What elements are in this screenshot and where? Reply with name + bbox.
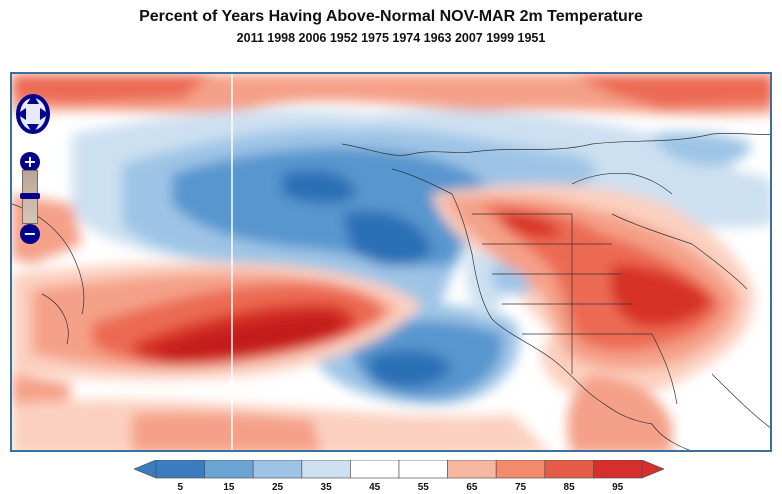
- zoom-slider-handle[interactable]: [20, 193, 40, 199]
- legend-swatch: [155, 459, 205, 479]
- coastlines: [12, 74, 770, 450]
- legend-tick-label: 85: [563, 482, 575, 493]
- shaded-field: [12, 74, 770, 450]
- zoom-track[interactable]: [20, 170, 40, 224]
- pan-control[interactable]: [16, 92, 50, 136]
- legend-swatch: [495, 459, 546, 479]
- legend-tick-label: 15: [223, 482, 235, 493]
- legend-swatch: [350, 459, 400, 479]
- legend-swatch: [447, 459, 497, 479]
- legend-right-arrow: [641, 459, 665, 479]
- legend-tick-label: 65: [466, 482, 478, 493]
- legend-swatch: [204, 459, 254, 479]
- legend-swatch: [252, 459, 303, 479]
- legend-left-arrow: [133, 459, 157, 479]
- legend-tick-label: 95: [612, 482, 624, 493]
- legend-tick-label: 45: [369, 482, 381, 493]
- legend-tick-label: 5: [177, 482, 184, 493]
- map-title: Percent of Years Having Above-Normal NOV…: [139, 8, 643, 25]
- zoom-in-button[interactable]: +: [20, 152, 40, 172]
- legend-swatch: [398, 459, 448, 479]
- legend-swatch: [301, 459, 351, 479]
- map-subtitle-years: 2011 1998 2006 1952 1975 1974 1963 2007 …: [236, 31, 546, 45]
- temperature-map[interactable]: [12, 74, 772, 452]
- zoom-out-button[interactable]: −: [20, 224, 40, 244]
- color-legend: 5 15 25 35 45 55 65 75 85 95: [133, 459, 665, 494]
- legend-tick-label: 75: [514, 482, 527, 493]
- legend-colorbar: [133, 459, 665, 479]
- legend-tick-label: 35: [320, 482, 332, 493]
- legend-swatch: [544, 459, 594, 479]
- map-panel[interactable]: + −: [10, 72, 772, 452]
- legend-tick-label: 55: [417, 482, 429, 493]
- zoom-control[interactable]: + −: [20, 152, 40, 244]
- legend-swatch: [593, 459, 643, 479]
- pan-arrows-icon[interactable]: [16, 92, 50, 136]
- legend-tick-label: 25: [271, 482, 284, 493]
